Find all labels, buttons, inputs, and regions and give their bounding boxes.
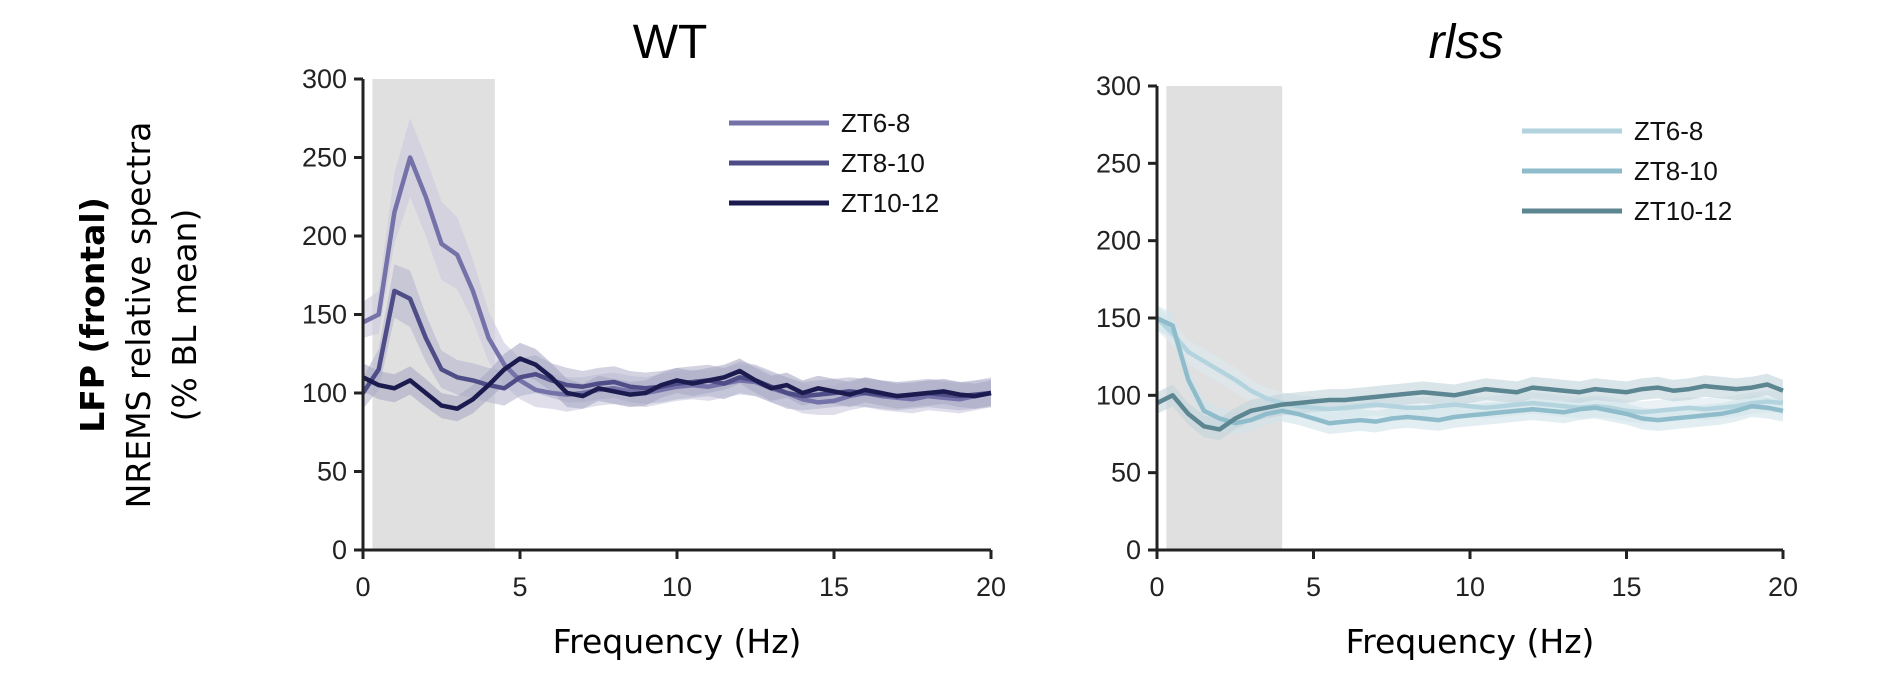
panel-rlss-x-tick-label-10: 10 xyxy=(1455,572,1485,602)
panel-rlss-x-tick-label-5: 5 xyxy=(1306,572,1321,602)
panel-rlss: rlss 0 50 100 150 200 250 300 0 5 10 15 20 Frequency … xyxy=(1096,16,1798,661)
y-axis-title-line2: NREMS relative spectra xyxy=(119,122,158,509)
panel-rlss-x-axis-label: Frequency (Hz) xyxy=(1346,622,1595,661)
panel-wt-title: WT xyxy=(633,16,708,69)
y-axis-title-line1: LFP (frontal) xyxy=(73,197,112,433)
panel-rlss-y-tick-label-50: 50 xyxy=(1111,458,1141,488)
panel-rlss-series-zt10-12-line xyxy=(1155,382,1784,432)
panel-rlss-x-tick-label-15: 15 xyxy=(1611,572,1641,602)
panel-wt-x-tick-label-10: 10 xyxy=(662,572,692,602)
panel-wt-y-tick-label-250: 250 xyxy=(302,143,347,173)
panel-wt: WT 0 50 100 150 200 250 300 0 5 10 15 20 Frequency (H… xyxy=(302,16,1006,661)
panel-wt-y-tick-label-100: 100 xyxy=(302,378,347,408)
panel-rlss-y-tick-label-200: 200 xyxy=(1096,226,1141,256)
panel-wt-x-axis-label: Frequency (Hz) xyxy=(553,622,802,661)
panel-rlss-series-zt8-10-line xyxy=(1156,315,1784,426)
panel-wt-x-tick-label-15: 15 xyxy=(819,572,849,602)
y-axis-title-line3: (% BL mean) xyxy=(165,209,204,422)
panel-rlss-y-tick-label-250: 250 xyxy=(1096,148,1141,178)
panel-rlss-series-zt6-8-line xyxy=(1155,316,1784,415)
panel-rlss-y-tick-label-0: 0 xyxy=(1126,535,1141,565)
panel-wt-legend: ZT6-8 ZT8-10 ZT10-12 xyxy=(729,108,939,218)
panel-wt-y-tick-label-0: 0 xyxy=(332,535,347,565)
panel-rlss-legend-label-zt10-12: ZT10-12 xyxy=(1634,196,1732,226)
panel-wt-y-tick-label-200: 200 xyxy=(302,221,347,251)
panel-rlss-y-tick-label-300: 300 xyxy=(1096,71,1141,101)
panel-rlss-y-tick-label-100: 100 xyxy=(1096,380,1141,410)
panel-wt-x-tick-label-5: 5 xyxy=(512,572,527,602)
y-axis-title: LFP (frontal) NREMS relative spectra (% … xyxy=(73,122,204,509)
panel-rlss-shaded-band xyxy=(1166,86,1283,550)
panel-rlss-y-tick-label-150: 150 xyxy=(1096,303,1141,333)
panel-wt-legend-label-zt10-12: ZT10-12 xyxy=(841,188,939,218)
panel-wt-x-tick-label-0: 0 xyxy=(355,572,370,602)
panel-rlss-x-tick-label-0: 0 xyxy=(1149,572,1164,602)
panel-rlss-x-tick-label-20: 20 xyxy=(1768,572,1798,602)
panel-rlss-legend-label-zt8-10: ZT8-10 xyxy=(1634,156,1718,186)
panel-rlss-legend-label-zt6-8: ZT6-8 xyxy=(1634,116,1703,146)
panel-rlss-legend: ZT6-8 ZT8-10 ZT10-12 xyxy=(1522,116,1732,226)
panel-wt-y-tick-label-150: 150 xyxy=(302,300,347,330)
panel-wt-legend-label-zt8-10: ZT8-10 xyxy=(841,148,925,178)
panel-wt-legend-label-zt6-8: ZT6-8 xyxy=(841,108,910,138)
panel-wt-y-tick-label-300: 300 xyxy=(302,64,347,94)
panel-rlss-title: rlss xyxy=(1429,16,1504,69)
panel-wt-y-tick-label-50: 50 xyxy=(317,457,347,487)
panel-wt-x-tick-label-20: 20 xyxy=(976,572,1006,602)
panel-wt-series-zt10-12-line xyxy=(361,356,992,411)
